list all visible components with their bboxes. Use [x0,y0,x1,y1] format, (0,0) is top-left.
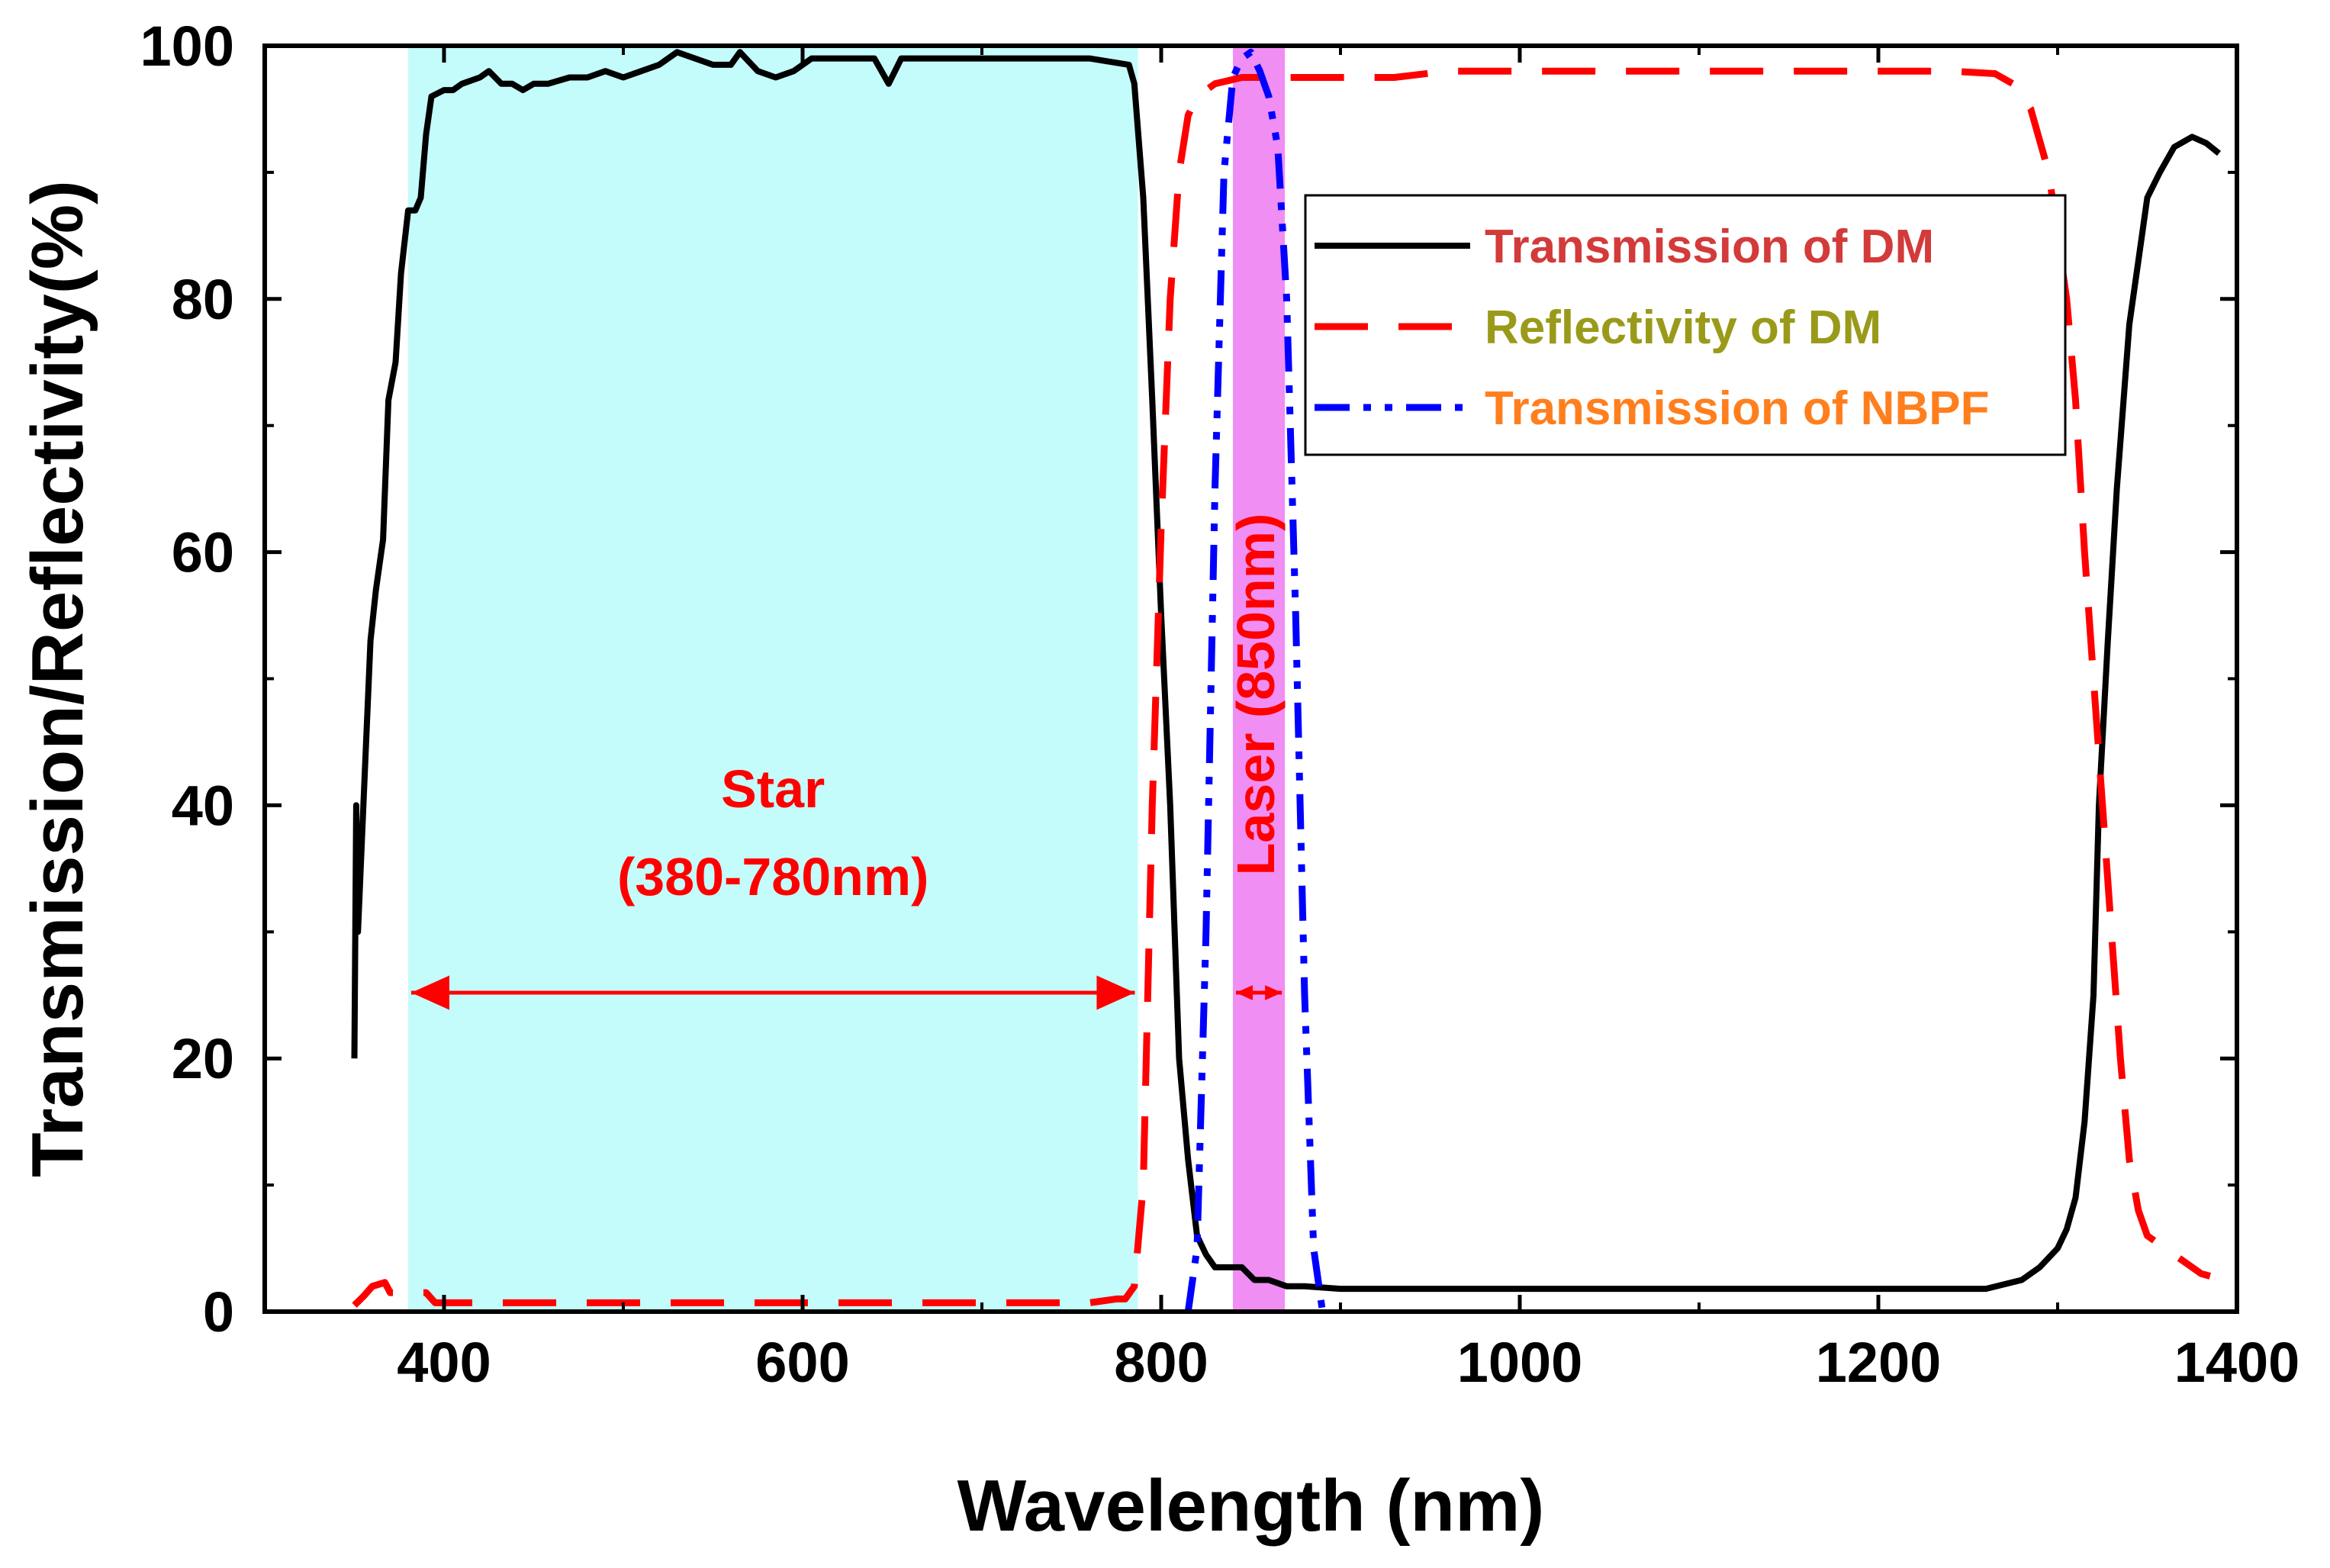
x-tick-label-600: 600 [755,1331,849,1394]
star-band-label-line-2: (380-780nm) [617,847,929,906]
laser-band [1233,46,1286,1312]
x-tick-label-800: 800 [1114,1331,1208,1394]
legend-label-reflectivity-of-dm: Reflectivity of DM [1485,301,1881,354]
y-tick-label-20: 20 [172,1027,234,1090]
y-tick-label-40: 40 [172,774,234,837]
y-tick-label-60: 60 [172,521,234,584]
y-axis-title: Transmission/Reflectivity(%) [17,180,98,1177]
legend-label-transmission-of-nbpf: Transmission of NBPF [1485,382,1989,435]
x-tick-label-1200: 1200 [1816,1331,1942,1394]
star-range-arrow [411,975,1135,1010]
y-tick-label-100: 100 [140,14,234,78]
laser-range-arrow [1236,985,1282,1000]
ticks-layer: 400 600 800 1000 1200 1400 0 20 40 60 80 100 [140,14,2300,1394]
star-band [408,46,1138,1312]
legend-label-transmission-of-dm: Transmission of DM [1485,221,1934,273]
legend: Transmission of DM Reflectivity of DM Tran… [1304,194,2067,456]
x-axis-title: Wavelength (nm) [957,1465,1545,1547]
laser-range-arrow-head-left [1236,985,1253,1000]
series-line-transmission-of-dm [351,49,2222,1293]
star-range-arrow-head-left [411,975,449,1010]
laser-range-arrow-head-right [1265,985,1282,1000]
laser-band-label: Laser (850nm) [1226,514,1286,876]
x-tick-label-1400: 1400 [2174,1331,2300,1394]
y-tick-label-80: 80 [172,268,234,331]
star-range-arrow-head-right [1096,975,1135,1010]
x-tick-label-400: 400 [397,1331,491,1394]
band-annotation-layer: Star (380-780nm) Laser (850nm) [411,514,1286,1010]
y-tick-label-0: 0 [203,1280,234,1344]
series-line-transmission-of-nbpf [1184,48,1326,1312]
star-band-label-line-1: Star [721,759,825,819]
bands-layer [408,46,1286,1312]
x-tick-label-1000: 1000 [1457,1331,1583,1394]
